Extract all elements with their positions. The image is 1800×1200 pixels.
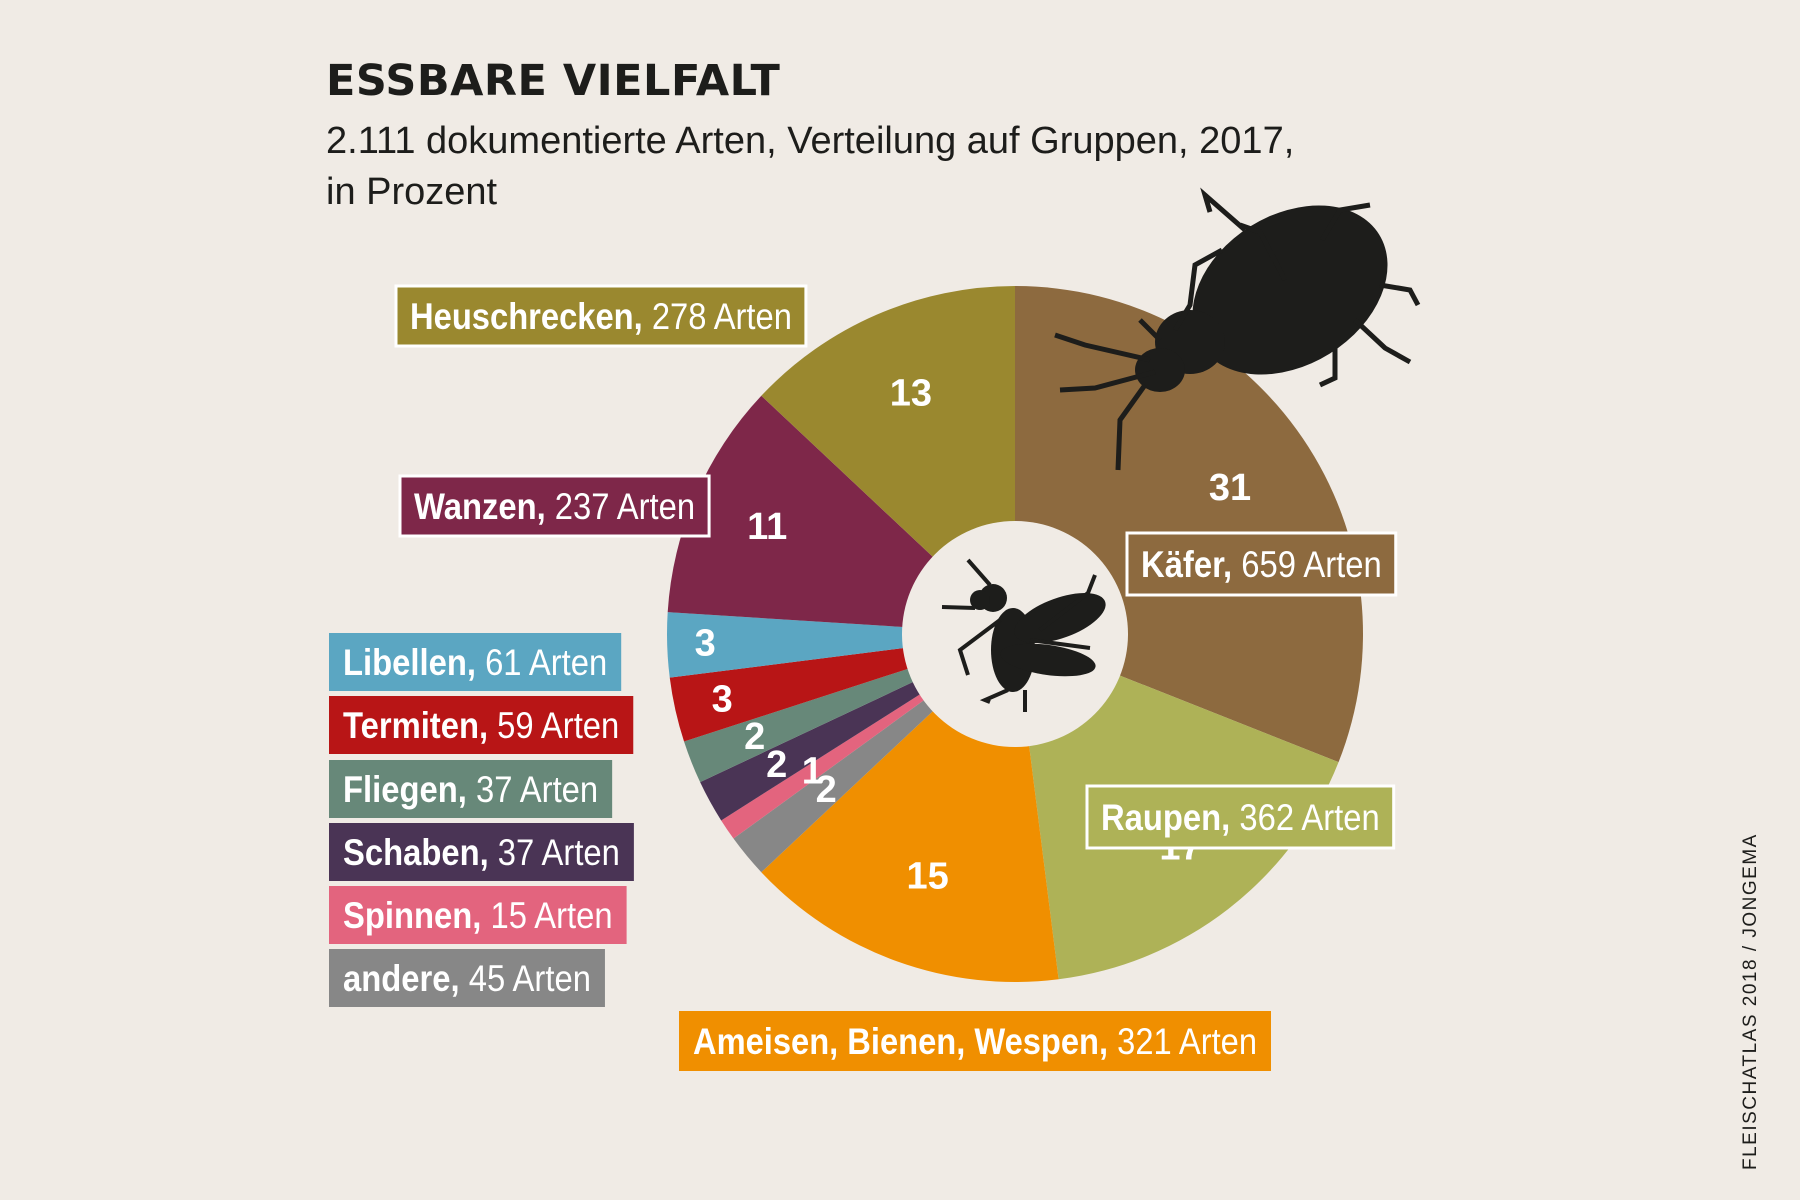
callout-label-libellen: Libellen, 61 Arten xyxy=(343,642,607,683)
species-count: 278 Arten xyxy=(643,296,792,337)
callout-label-spinnen: Spinnen, 15 Arten xyxy=(343,895,613,936)
category-name: Spinnen, xyxy=(343,895,481,936)
category-name: Libellen, xyxy=(343,642,476,683)
callout-label-heuschrecken: Heuschrecken, 278 Arten xyxy=(410,296,792,337)
callout-kaefer: Käfer, 659 Arten xyxy=(1125,531,1398,597)
callout-box-andere xyxy=(329,949,605,1007)
callout-schaben: Schaben, 37 Arten xyxy=(329,823,634,881)
callout-wanzen: Wanzen, 237 Arten xyxy=(398,474,711,538)
beetle-icon xyxy=(1054,187,1421,471)
callout-box-ameisen-bienen-wespen xyxy=(679,1011,1271,1071)
callout-andere: andere, 45 Arten xyxy=(329,949,605,1007)
value-label-schaben: 2 xyxy=(766,744,787,786)
category-name: Wanzen, xyxy=(414,486,546,527)
category-name: Ameisen, Bienen, Wespen, xyxy=(693,1021,1108,1062)
species-count: 59 Arten xyxy=(488,705,619,746)
callout-label-wanzen: Wanzen, 237 Arten xyxy=(414,486,695,527)
callout-termiten: Termiten, 59 Arten xyxy=(329,696,634,754)
category-name: Heuschrecken, xyxy=(410,296,643,337)
callout-label-termiten: Termiten, 59 Arten xyxy=(343,705,619,746)
value-label-kaefer: 31 xyxy=(1209,467,1251,509)
species-count: 362 Arten xyxy=(1230,797,1379,838)
callout-box-heuschrecken xyxy=(394,284,808,348)
callout-label-andere: andere, 45 Arten xyxy=(343,958,591,999)
species-count: 659 Arten xyxy=(1232,544,1382,585)
species-count: 37 Arten xyxy=(489,832,620,873)
species-count: 321 Arten xyxy=(1108,1021,1257,1062)
callout-box-kaefer xyxy=(1125,531,1398,597)
category-name: Käfer, xyxy=(1141,544,1232,585)
chart-subtitle: 2.111 dokumentierte Arten, Verteilung au… xyxy=(326,120,1295,213)
callout-ameisen-bienen-wespen: Ameisen, Bienen, Wespen, 321 Arten xyxy=(679,1011,1271,1071)
callout-box-raupen xyxy=(1085,784,1396,850)
callout-label-raupen: Raupen, 362 Arten xyxy=(1101,797,1380,838)
category-name: Fliegen, xyxy=(343,769,467,810)
callout-box-fliegen xyxy=(329,760,613,818)
value-label-spinnen: 1 xyxy=(802,751,823,793)
callout-raupen: Raupen, 362 Arten xyxy=(1085,784,1396,850)
value-label-wanzen: 11 xyxy=(747,506,787,548)
callout-label-fliegen: Fliegen, 37 Arten xyxy=(343,769,598,810)
chart-title: ESSBARE VIELFALT xyxy=(326,56,781,106)
species-count: 237 Arten xyxy=(546,486,695,527)
fly-icon xyxy=(941,558,1106,712)
source-credit: FLEISCHATLAS 2018 / JONGEMA xyxy=(1740,833,1761,1170)
callout-box-schaben xyxy=(329,823,634,881)
value-label-andere: 2 xyxy=(816,769,837,811)
callout-label-schaben: Schaben, 37 Arten xyxy=(343,832,620,873)
category-name: Raupen, xyxy=(1101,797,1230,838)
value-label-heuschrecken: 13 xyxy=(890,373,932,415)
species-count: 37 Arten xyxy=(467,769,598,810)
species-count: 15 Arten xyxy=(481,895,612,936)
value-label-ameisen-bienen-wespen: 15 xyxy=(906,856,948,898)
species-count: 61 Arten xyxy=(476,642,607,683)
callout-fliegen: Fliegen, 37 Arten xyxy=(329,760,613,818)
callout-heuschrecken: Heuschrecken, 278 Arten xyxy=(394,284,808,348)
callout-box-spinnen xyxy=(329,886,627,944)
value-label-libellen: 3 xyxy=(695,623,716,665)
callout-label-ameisen-bienen-wespen: Ameisen, Bienen, Wespen, 321 Arten xyxy=(693,1021,1257,1062)
callout-box-libellen xyxy=(329,633,622,691)
value-label-termiten: 3 xyxy=(712,678,733,720)
callout-spinnen: Spinnen, 15 Arten xyxy=(329,886,627,944)
value-label-fliegen: 2 xyxy=(744,716,765,758)
category-name: andere, xyxy=(343,958,460,999)
callout-box-termiten xyxy=(329,696,634,754)
species-count: 45 Arten xyxy=(460,958,591,999)
category-callouts: Käfer, 659 Arten Raupen, 362 Arten Ameisen… xyxy=(329,284,1398,1071)
callout-libellen: Libellen, 61 Arten xyxy=(329,633,622,691)
callout-box-wanzen xyxy=(398,474,711,538)
category-name: Termiten, xyxy=(343,705,488,746)
category-name: Schaben, xyxy=(343,832,489,873)
callout-label-kaefer: Käfer, 659 Arten xyxy=(1141,544,1382,585)
pie-slice-libellen xyxy=(667,612,1015,678)
